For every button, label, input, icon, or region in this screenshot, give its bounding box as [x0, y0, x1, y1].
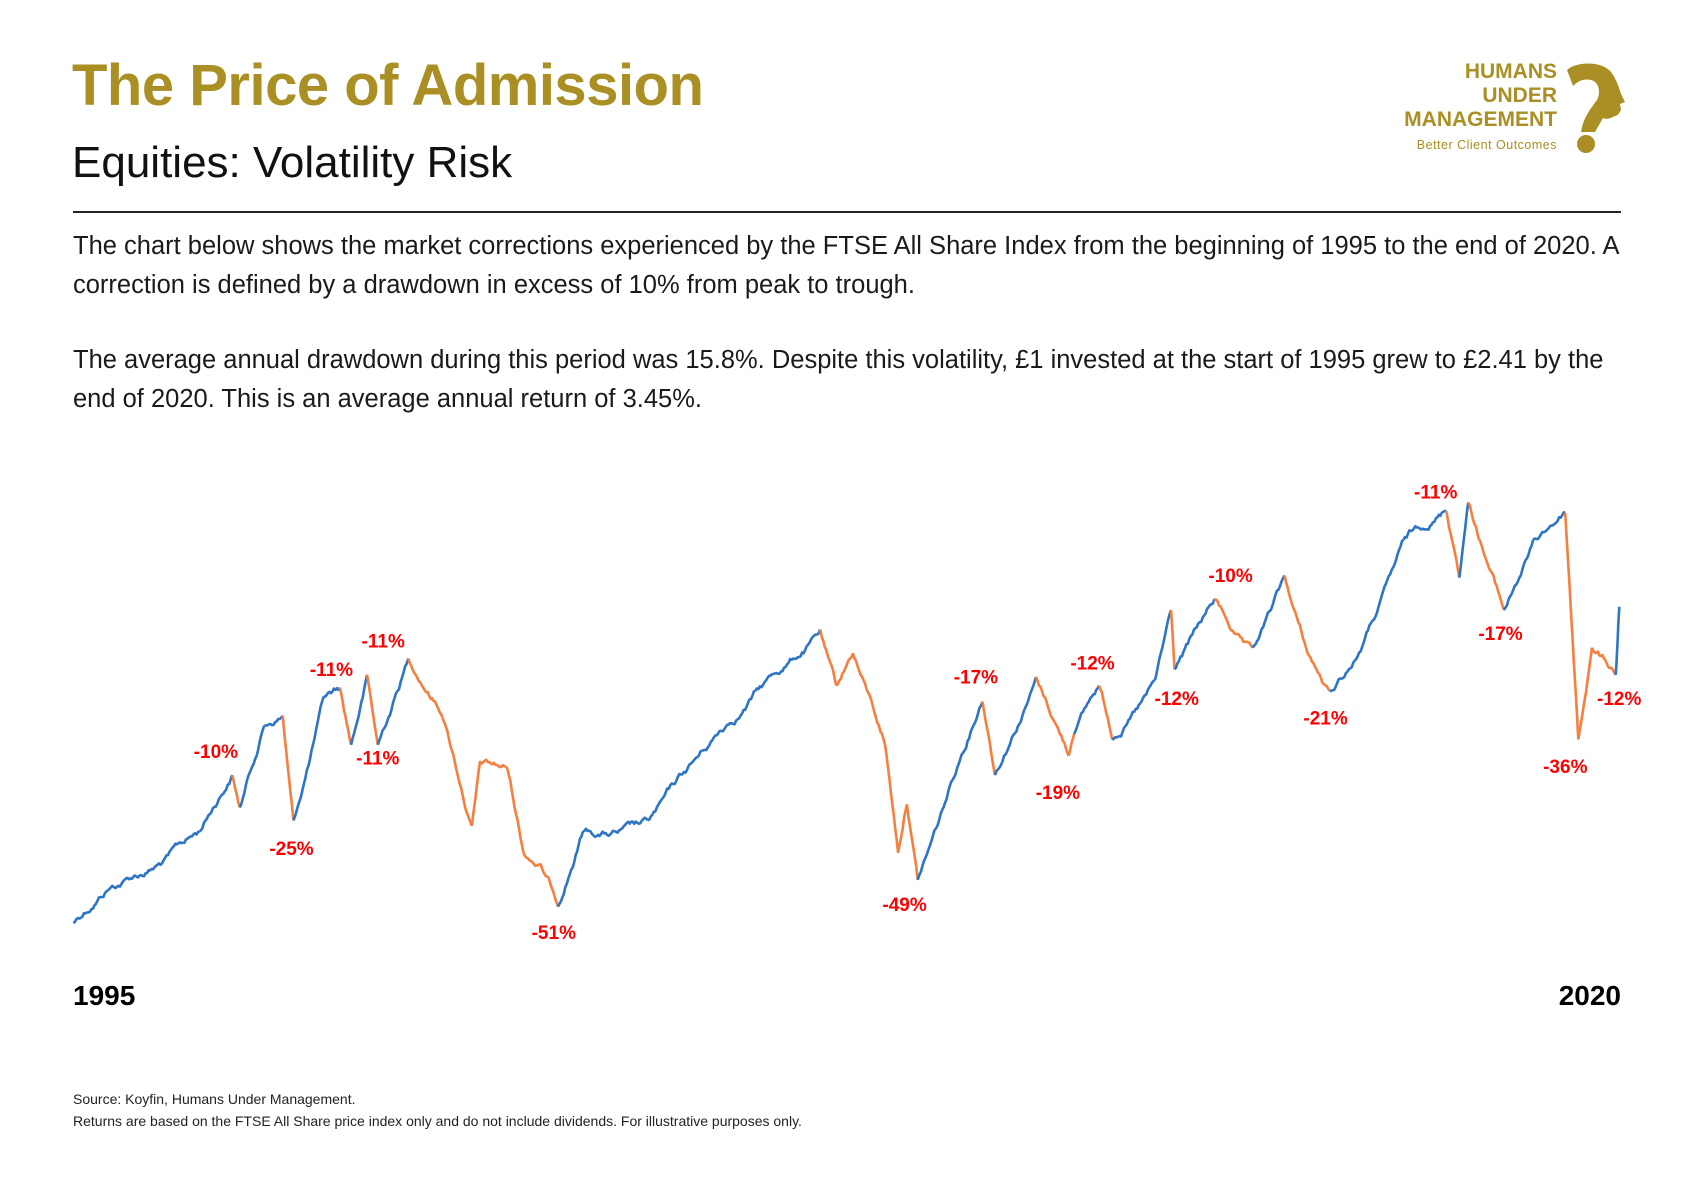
drawdown-label: -11% — [356, 748, 399, 769]
correction-segment — [1034, 676, 1070, 757]
drawdown-label: -11% — [1414, 483, 1457, 504]
index-segment — [1111, 678, 1156, 741]
logo-line-2: UNDER — [1482, 84, 1557, 107]
page-subtitle: Equities: Volatility Risk — [72, 138, 513, 187]
index-segment — [1173, 598, 1216, 671]
correction-segment — [406, 658, 444, 719]
correction-segment — [1467, 501, 1506, 611]
drawdown-label: -17% — [954, 667, 998, 688]
index-segment — [582, 816, 649, 839]
drawdown-label: -11% — [362, 632, 405, 653]
index-segment — [376, 658, 410, 746]
index-segment — [198, 774, 234, 833]
drawdown-label: -19% — [1036, 783, 1080, 804]
page-title: The Price of Admission — [72, 53, 704, 118]
source-note: Source: Koyfin, Humans Under Management. — [73, 1091, 356, 1107]
header-divider — [73, 211, 1621, 213]
index-segment — [993, 676, 1038, 776]
logo-line-1: HUMANS — [1464, 60, 1557, 83]
correction-segment — [851, 652, 887, 746]
correction-segment — [896, 804, 909, 854]
index-segment — [916, 820, 941, 881]
intro-paragraph-2: The average annual drawdown during this … — [73, 346, 1604, 413]
brand-logo: HUMANS UNDER MANAGEMENT Better Client Ou… — [1385, 60, 1625, 160]
correction-segment — [835, 652, 855, 687]
correction-segment — [981, 701, 997, 776]
correction-segment — [1067, 733, 1076, 757]
index-segment — [1329, 659, 1356, 693]
drawdown-label: -10% — [194, 742, 238, 763]
drawdown-label: -12% — [1155, 689, 1199, 710]
index-segment — [160, 830, 201, 865]
correction-segment — [538, 862, 560, 908]
drawdown-label: -17% — [1478, 624, 1522, 645]
index-segment — [72, 889, 109, 925]
question-mark-head-icon — [1567, 63, 1625, 153]
drawdown-label: -49% — [882, 895, 926, 916]
correction-segment — [1169, 609, 1176, 670]
correction-segment — [1445, 510, 1461, 578]
correction-segment — [1304, 647, 1331, 692]
logo-line-3: MANAGEMENT — [1404, 108, 1557, 131]
index-segment — [647, 749, 703, 822]
drawdown-label: -11% — [310, 660, 353, 681]
correction-segment — [338, 687, 353, 746]
index-segment — [323, 686, 341, 698]
index-segment — [701, 689, 756, 752]
index-segment — [106, 862, 163, 892]
drawdown-label: -10% — [1208, 566, 1252, 587]
index-segment — [1353, 538, 1405, 662]
index-segment — [238, 725, 266, 808]
correction-segment — [818, 629, 838, 686]
correction-segment — [470, 760, 482, 826]
index-segment — [349, 674, 369, 746]
x-start-label: 1995 — [73, 980, 136, 1011]
correction-segment — [1577, 647, 1594, 740]
correction-segment — [230, 774, 242, 808]
index-segment — [1502, 539, 1535, 611]
correction-segment — [1097, 685, 1114, 740]
index-segment — [1402, 509, 1447, 541]
correction-segment — [1283, 575, 1308, 649]
index-segment — [264, 714, 284, 727]
correction-segment — [506, 768, 525, 854]
index-segment — [1532, 510, 1566, 541]
correction-segment — [522, 852, 541, 867]
index-segment — [1153, 609, 1173, 681]
drawdown-label: -12% — [1597, 689, 1641, 710]
correction-segment — [883, 744, 900, 853]
drawdown-label: -51% — [532, 923, 576, 944]
intro-paragraph-1: The chart below shows the market correct… — [73, 232, 1619, 299]
correction-segment — [1590, 647, 1617, 676]
correction-segment — [281, 715, 295, 821]
index-segment — [754, 629, 822, 692]
index-segment — [937, 701, 984, 821]
drawdown-label: -36% — [1543, 757, 1587, 778]
index-segment — [1458, 502, 1470, 578]
index-segment — [556, 830, 585, 908]
correction-segment — [1563, 512, 1580, 740]
correction-segment — [1214, 597, 1254, 649]
drawdown-label: -25% — [269, 839, 313, 860]
index-segment — [1614, 606, 1621, 675]
correction-segment — [441, 717, 474, 827]
correction-segment — [365, 674, 380, 746]
x-end-label: 2020 — [1558, 980, 1621, 1011]
index-segment — [292, 696, 325, 821]
logo-tagline: Better Client Outcomes — [1416, 138, 1557, 152]
drawdown-label: -21% — [1303, 708, 1347, 729]
index-segment — [1072, 684, 1101, 735]
disclaimer-note: Returns are based on the FTSE All Share … — [73, 1113, 802, 1129]
drawdown-label: -12% — [1070, 653, 1114, 674]
correction-segment — [905, 804, 919, 880]
index-segment — [1251, 574, 1286, 649]
correction-segment — [478, 758, 509, 770]
